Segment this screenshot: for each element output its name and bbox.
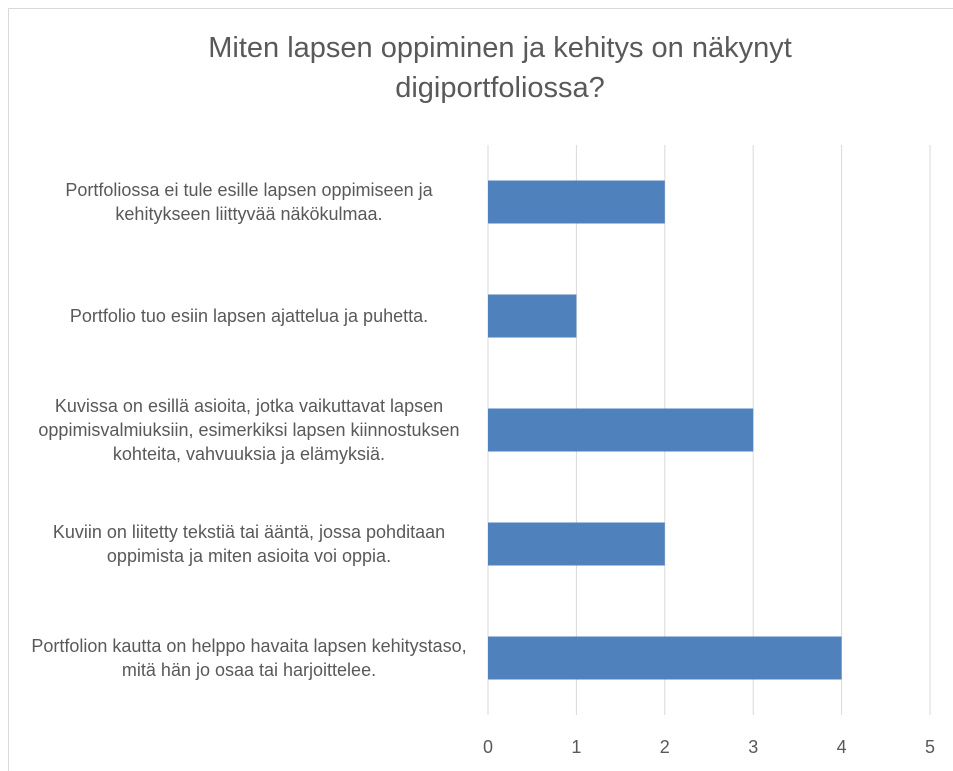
y-tick-label: Portfolion kautta on helppo havaita laps…: [31, 636, 467, 680]
y-tick-label: Kuvissa on esillä asioita, jotka vaikutt…: [38, 396, 460, 464]
chart-title: Miten lapsen oppiminen ja kehitys on näk…: [208, 32, 792, 104]
x-tick-label: 0: [483, 737, 493, 757]
y-tick-label: Portfolio tuo esiin lapsen ajattelua ja …: [69, 306, 429, 326]
bar: [488, 522, 665, 566]
x-tick-label: 1: [571, 737, 581, 757]
bar: [488, 408, 754, 452]
bar: [488, 180, 665, 224]
bar: [488, 294, 577, 338]
x-tick-label: 5: [925, 737, 935, 757]
x-tick-label: 3: [748, 737, 758, 757]
y-tick-label: Portfoliossa ei tule esille lapsen oppim…: [65, 180, 433, 224]
bar: [488, 636, 842, 680]
x-tick-label: 2: [660, 737, 670, 757]
y-tick-label: Kuviin on liitetty tekstiä tai ääntä, jo…: [52, 522, 446, 566]
x-tick-label: 4: [837, 737, 847, 757]
